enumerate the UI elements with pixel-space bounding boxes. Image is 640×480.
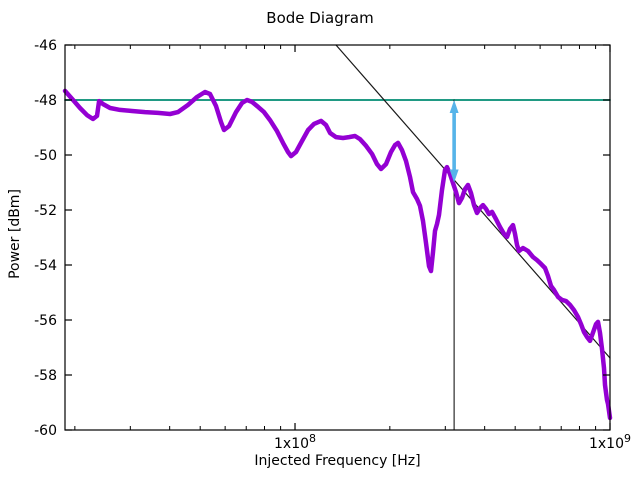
y-tick-label: -56 — [34, 313, 57, 329]
x-tick-label: 1x109 — [589, 432, 631, 452]
y-tick-label: -52 — [34, 203, 57, 219]
x-axis-label: Injected Frequency [Hz] — [254, 453, 421, 469]
x-tick-label: 1x108 — [274, 432, 316, 452]
y-tick-label: -58 — [34, 368, 57, 384]
measured-response — [62, 88, 613, 421]
y-tick-label: -60 — [34, 423, 57, 439]
y-tick-label: -46 — [34, 38, 57, 54]
delta-arrow-head-down — [449, 169, 459, 183]
y-tick-label: -54 — [34, 258, 57, 274]
y-tick-label: -48 — [34, 93, 57, 109]
plot-border — [64, 44, 611, 431]
y-tick-label: -50 — [34, 148, 57, 164]
delta-arrow-head-up — [449, 100, 459, 113]
chart-title: Bode Diagram — [266, 9, 374, 27]
